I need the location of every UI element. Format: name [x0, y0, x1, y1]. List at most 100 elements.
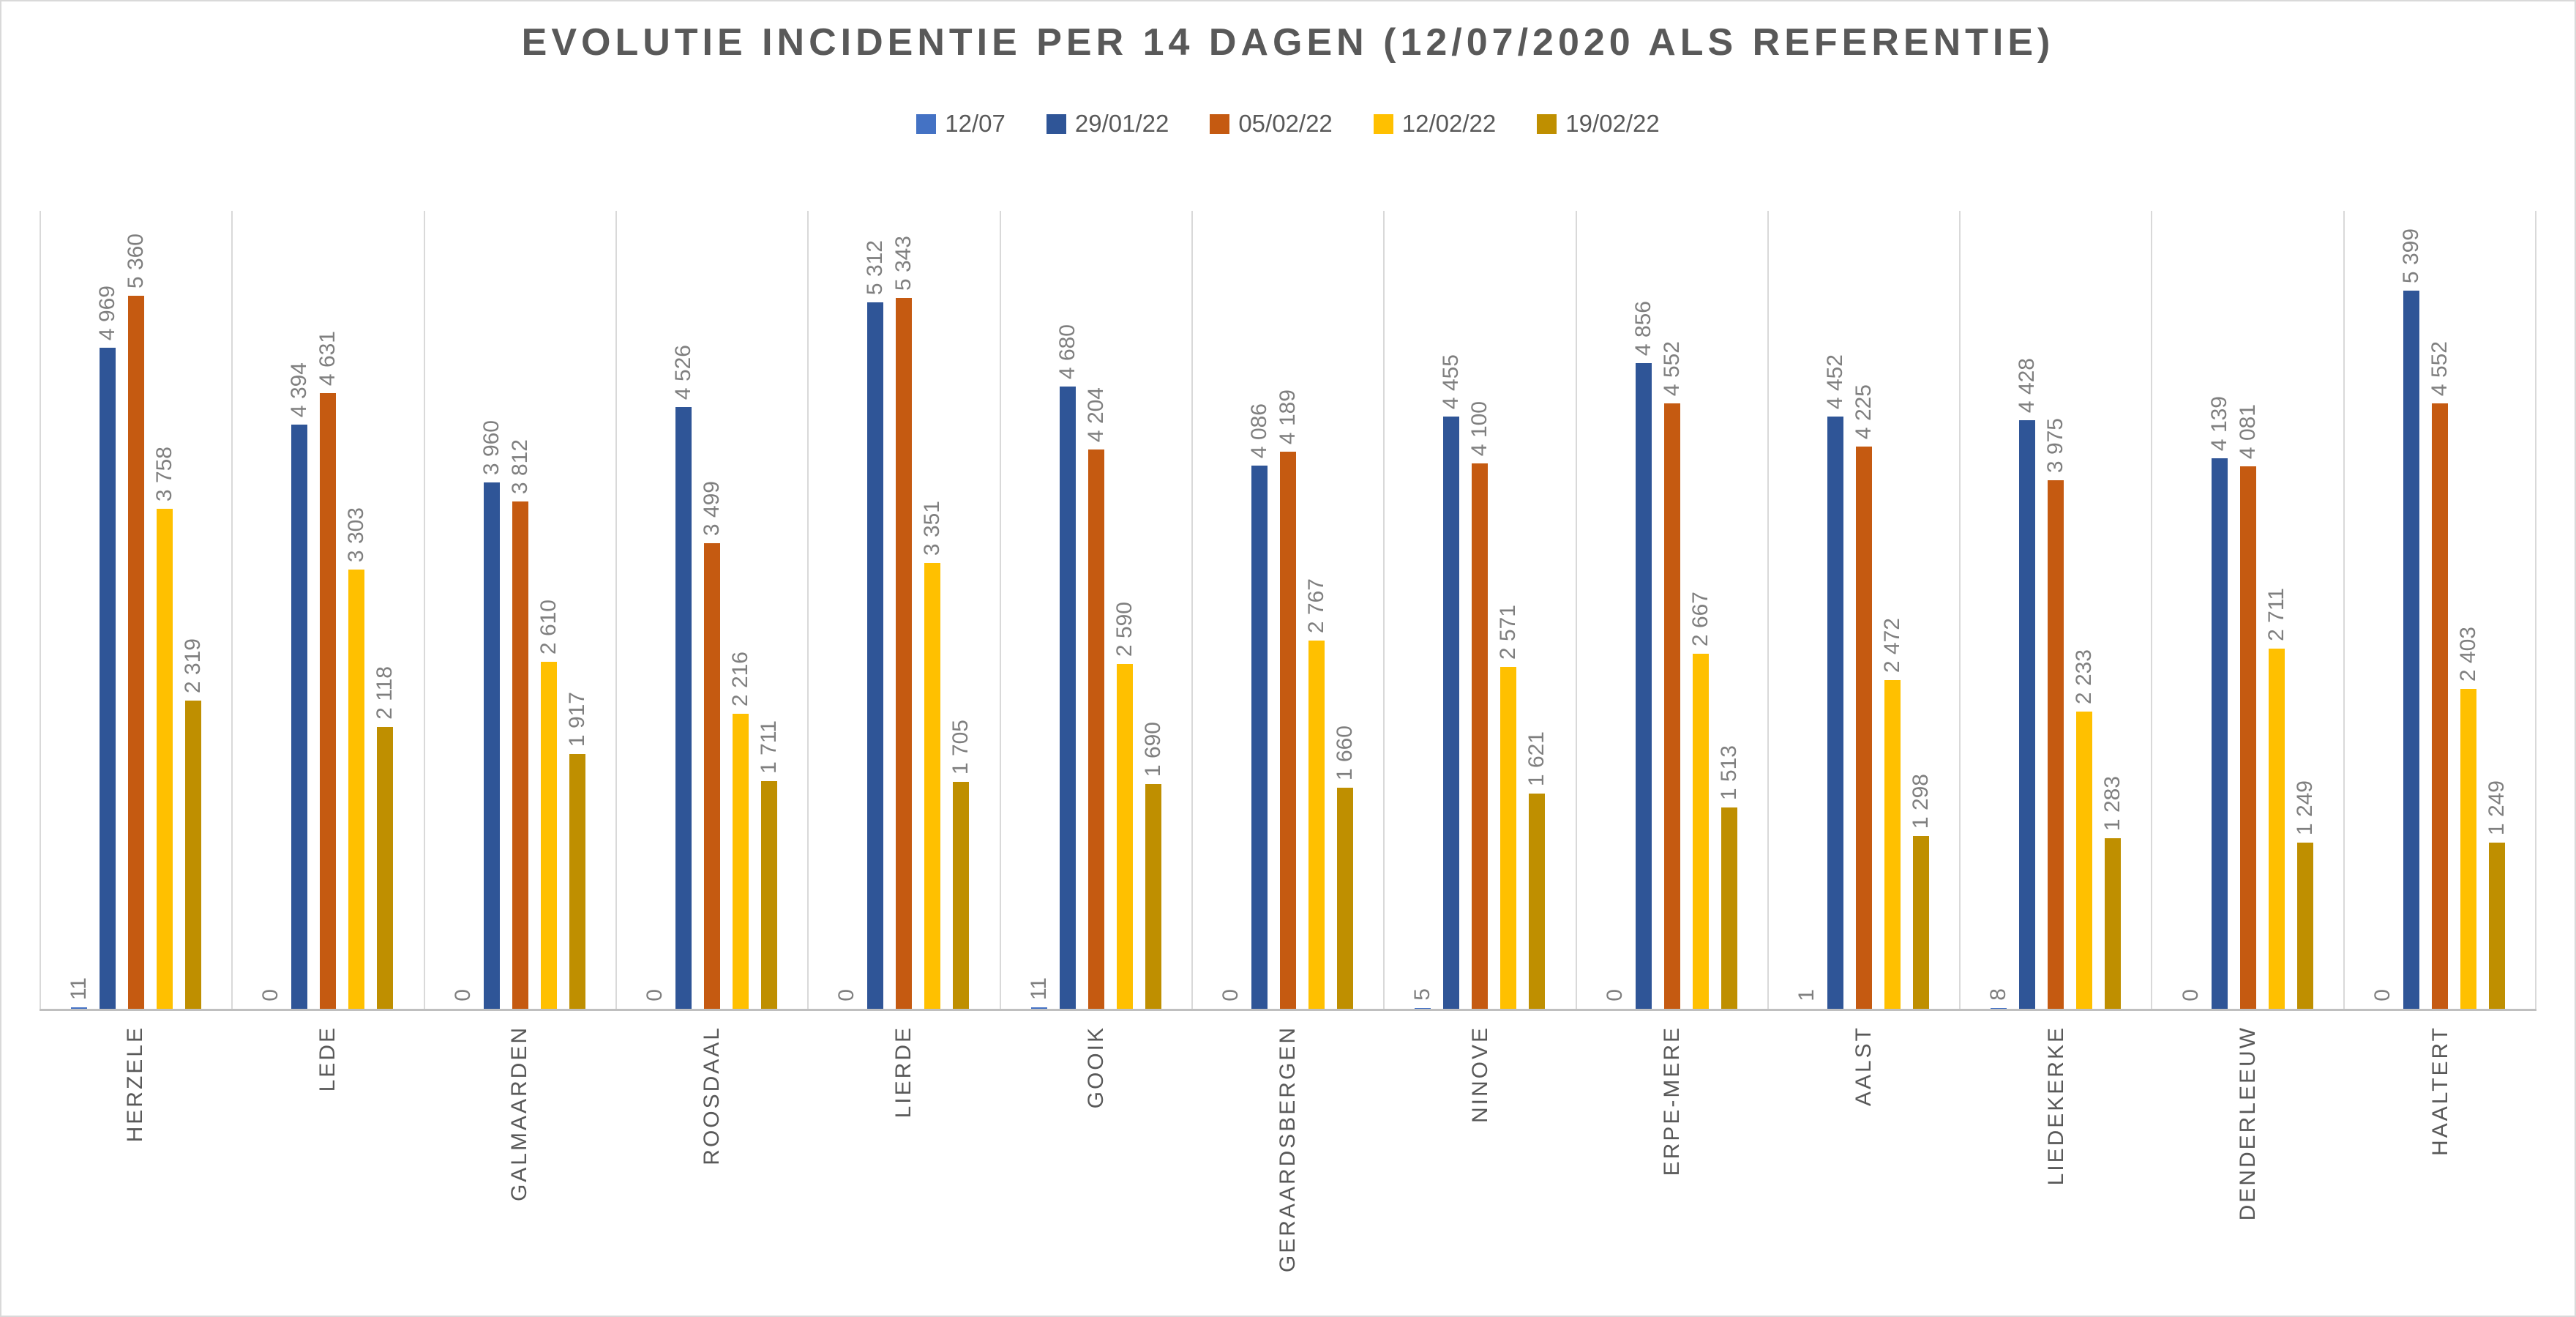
bar-value-label: 2 319	[181, 638, 206, 693]
bar: 4 856	[1631, 301, 1655, 1009]
bar-value-label: 11	[67, 977, 91, 1000]
plot-area: 11 4 969 5 360 3 758 2 319 0 4 394 4 631 3 303 2 …	[40, 211, 2537, 1011]
bar-value-label: 4 189	[1276, 389, 1300, 444]
bar-value-label: 1 249	[2484, 780, 2509, 835]
bar-value-label: 4 680	[1055, 324, 1079, 379]
bar-value-label: 4 204	[1083, 387, 1108, 442]
bar: 4 526	[671, 345, 695, 1009]
bar-value-label: 2 667	[1688, 591, 1712, 646]
legend-swatch-icon	[1046, 113, 1066, 134]
legend-swatch-icon	[916, 113, 937, 134]
category-label: ROOSDAAL	[699, 1026, 724, 1165]
bar: 5 343	[891, 236, 916, 1009]
bar: 4 455	[1439, 354, 1463, 1009]
bar-value-label: 4 100	[1467, 400, 1492, 456]
bar: 2 571	[1496, 605, 1520, 1009]
bar: 4 225	[1852, 384, 1876, 1009]
bar-value-label: 4 081	[2235, 403, 2260, 459]
bar-value-label: 0	[834, 989, 859, 1001]
bar-value-label: 1 690	[1140, 721, 1165, 777]
category-label: HERZELE	[123, 1026, 148, 1143]
plot-wrap: 11 4 969 5 360 3 758 2 319 0 4 394 4 631 3 303 2 …	[40, 211, 2537, 1272]
bar-value-label: 0	[1602, 989, 1627, 1001]
category-label: DENDERLEEUW	[2236, 1026, 2261, 1221]
bar-value-label: 4 552	[1659, 340, 1684, 396]
bar-value-label: 4 139	[2206, 395, 2231, 451]
bar-value-label: 3 499	[700, 480, 724, 536]
bar-value-label: 0	[2178, 989, 2203, 1001]
bar-value-label: 0	[1218, 989, 1243, 1001]
bar: 1 660	[1333, 725, 1357, 1009]
bar: 1 249	[2485, 780, 2509, 1009]
bar-value-label: 4 969	[95, 285, 120, 340]
category-cell: 0 4 394 4 631 3 303 2 118	[231, 211, 423, 1009]
bar: 11	[67, 977, 91, 1009]
bar: 4 139	[2207, 396, 2231, 1009]
bar: 1 249	[2293, 780, 2317, 1009]
bar: 3 303	[344, 507, 368, 1009]
category-label: LEDE	[315, 1026, 340, 1092]
legend-label: 12/02/22	[1401, 110, 1497, 137]
bar: 1 690	[1141, 722, 1165, 1009]
bar-value-label: 1 705	[948, 719, 973, 775]
bar: 4 969	[95, 286, 119, 1009]
category-label: ERPE-MERE	[1659, 1026, 1684, 1176]
bar-value-label: 1 621	[1524, 731, 1549, 786]
category-label: LIERDE	[891, 1026, 916, 1119]
bar-value-label: 4 394	[287, 362, 312, 417]
bar: 5 360	[124, 234, 148, 1009]
bar-value-label: 2 118	[372, 666, 397, 720]
bar: 4 552	[2427, 341, 2452, 1009]
bar: 5	[1410, 988, 1434, 1009]
bar: 3 499	[700, 481, 724, 1009]
bar: 2 233	[2072, 649, 2096, 1009]
bar: 1 711	[757, 720, 781, 1009]
bar: 5 399	[2399, 228, 2423, 1009]
bar: 3 351	[920, 501, 944, 1009]
bar-value-label: 0	[258, 989, 283, 1001]
bar-value-label: 8	[1986, 988, 2011, 1001]
bar-value-label: 1 283	[2100, 775, 2125, 831]
bar-value-label: 1 249	[2292, 780, 2317, 835]
bar: 2 711	[2264, 588, 2288, 1009]
category-label: GOOIK	[1083, 1026, 1108, 1109]
bar-value-label: 4 455	[1439, 354, 1464, 409]
category-cell: 11 4 680 4 204 2 590 1 690	[999, 211, 1191, 1009]
bar: 4 189	[1276, 389, 1300, 1009]
bar-value-label: 2 590	[1112, 601, 1137, 657]
bar: 3 758	[152, 447, 176, 1009]
bar-value-label: 5 343	[891, 235, 916, 291]
bar-value-label: 2 711	[2264, 588, 2288, 641]
bar-value-label: 2 571	[1496, 604, 1521, 660]
bar: 4 631	[315, 331, 340, 1009]
bar-value-label: 3 758	[152, 446, 177, 501]
bar: 4 204	[1084, 387, 1108, 1009]
bar-value-label: 3 303	[344, 507, 369, 562]
category-cell: 1 4 452 4 225 2 472 1 298	[1767, 211, 1959, 1009]
bar-value-label: 4 552	[2427, 340, 2452, 396]
bar-value-label: 2 233	[2072, 649, 2097, 704]
category-label: GALMAARDEN	[507, 1026, 532, 1202]
bar-value-label: 4 086	[1247, 403, 1272, 458]
bar-value-label: 0	[2370, 989, 2395, 1001]
legend-label: 12/07	[945, 110, 1006, 137]
bar-value-label: 5 360	[124, 233, 149, 288]
bar: 2 472	[1880, 618, 1904, 1009]
bar: 4 100	[1467, 401, 1491, 1009]
bar: 1 298	[1909, 774, 1933, 1009]
category-label: HAALTERT	[2427, 1026, 2452, 1156]
bar: 4 394	[287, 362, 311, 1009]
chart-title: EVOLUTIE INCIDENTIE PER 14 DAGEN (12/07/…	[521, 21, 2055, 64]
bar-value-label: 1 660	[1333, 725, 1358, 780]
bar-value-label: 2 610	[536, 599, 561, 654]
legend-swatch-icon	[1373, 113, 1393, 134]
legend-label: 29/01/22	[1074, 110, 1169, 137]
bar-value-label: 1 298	[1908, 773, 1933, 829]
bar: 2 667	[1688, 592, 1712, 1009]
bar-value-label: 4 856	[1630, 300, 1655, 356]
category-label: LIEDEKERKE	[2043, 1026, 2068, 1186]
bar: 2 610	[536, 600, 561, 1009]
bar: 1 513	[1717, 745, 1741, 1009]
bar: 4 680	[1055, 324, 1079, 1009]
